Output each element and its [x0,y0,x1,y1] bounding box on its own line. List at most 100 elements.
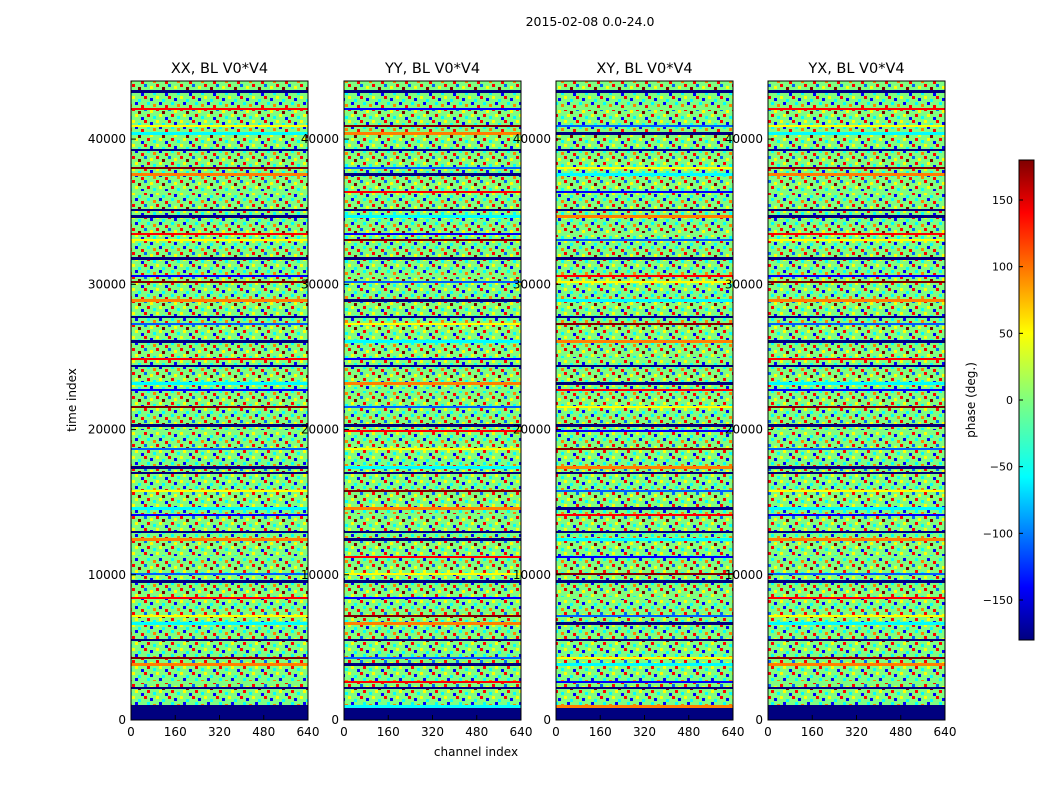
colorbar-tick-label: 0 [1006,394,1013,407]
phase-band [556,365,733,367]
phase-band [768,406,945,408]
phase-band [131,705,308,708]
phase-band [768,615,945,617]
phase-band [556,514,733,516]
y-tick-label: 10000 [301,568,339,582]
phase-band [556,191,733,193]
phase-band [768,556,945,558]
phase-band [768,573,945,575]
phase-band [768,257,945,260]
phase-band [556,257,733,260]
x-tick-label: 0 [340,725,348,739]
x-tick-label: 640 [934,725,957,739]
phase-band [131,531,308,533]
phase-band [768,275,945,277]
colorbar-tick-label: 50 [999,327,1013,340]
phase-band [344,424,521,427]
phase-band [131,149,308,151]
phase-band [344,323,521,325]
phase-band [131,90,308,93]
x-tick-label: 160 [801,725,824,739]
phase-band [556,90,733,93]
phase-band [344,215,521,218]
y-tick-label: 10000 [88,568,126,582]
y-tick-label: 0 [755,713,763,727]
phase-band [344,281,521,283]
phase-band [556,108,733,110]
x-tick-label: 480 [889,725,912,739]
phase-band [768,358,945,360]
panel-title: YY, BL V0*V4 [384,61,480,77]
phase-band [768,382,945,385]
phase-band [344,514,521,516]
phase-band [556,299,733,302]
phase-band [131,382,308,385]
phase-band [768,538,945,541]
phase-band [768,657,945,659]
phase-band [556,358,733,360]
y-tick-label: 40000 [301,132,339,146]
phase-band [344,687,521,689]
colorbar-tick-label: −50 [990,461,1013,474]
x-tick-label: 160 [164,725,187,739]
phase-band [556,316,733,318]
y-tick-label: 10000 [725,568,763,582]
x-tick-label: 640 [510,725,533,739]
panel-xy: XY, BL V0*V4 0 160 320 480 640 0 10000 20000 3000… [513,61,745,739]
panel-title: XY, BL V0*V4 [596,61,692,77]
phase-band [344,340,521,343]
phase-band [344,639,521,641]
phase-band [131,316,308,318]
phase-band [556,466,733,469]
phase-band [768,466,945,469]
phase-band [556,389,733,391]
phase-band [131,209,308,211]
figure-title: 2015-02-08 0.0-24.0 [525,14,655,29]
phase-band [131,507,308,510]
phase-band [556,663,733,666]
phase-band [344,490,521,492]
phase-band [131,281,308,283]
x-tick-label: 160 [377,725,400,739]
phase-band [131,167,308,169]
x-axis-label: channel index [434,745,518,759]
phase-band [131,663,308,666]
phase-band [556,687,733,689]
phase-band [344,663,521,666]
phase-band [768,323,945,325]
phase-band [768,687,945,689]
y-tick-label: 20000 [513,423,551,437]
phase-band [768,580,945,583]
phase-band [768,507,945,510]
phase-band [131,125,308,127]
x-tick-label: 0 [127,725,135,739]
phase-band [344,209,521,211]
phase-band [131,615,308,617]
phase-band [131,472,308,474]
phase-band [344,125,521,127]
phase-band [131,233,308,235]
y-tick-label: 30000 [301,277,339,291]
phase-band [131,358,308,360]
phase-band [344,705,521,708]
phase-band [768,299,945,302]
colorbar-tick-label: 150 [992,194,1013,207]
y-tick-label: 10000 [513,568,551,582]
phase-band [556,681,733,683]
phase-band [556,149,733,151]
phase-band [344,239,521,241]
panel-yx: YX, BL V0*V4 0 160 320 480 640 0 10000 20000 3000… [725,61,957,739]
y-tick-label: 30000 [725,277,763,291]
phase-band [344,275,521,277]
phase-band [768,472,945,474]
phase-band [768,622,945,625]
colorbar-tick-label: −100 [983,527,1013,540]
phase-band [131,389,308,391]
phase-band [768,597,945,599]
phase-band [344,191,521,193]
phase-band [344,299,521,302]
phase-band [344,233,521,235]
phase-band [768,90,945,93]
phase-band [344,657,521,659]
y-tick-label: 0 [543,713,551,727]
